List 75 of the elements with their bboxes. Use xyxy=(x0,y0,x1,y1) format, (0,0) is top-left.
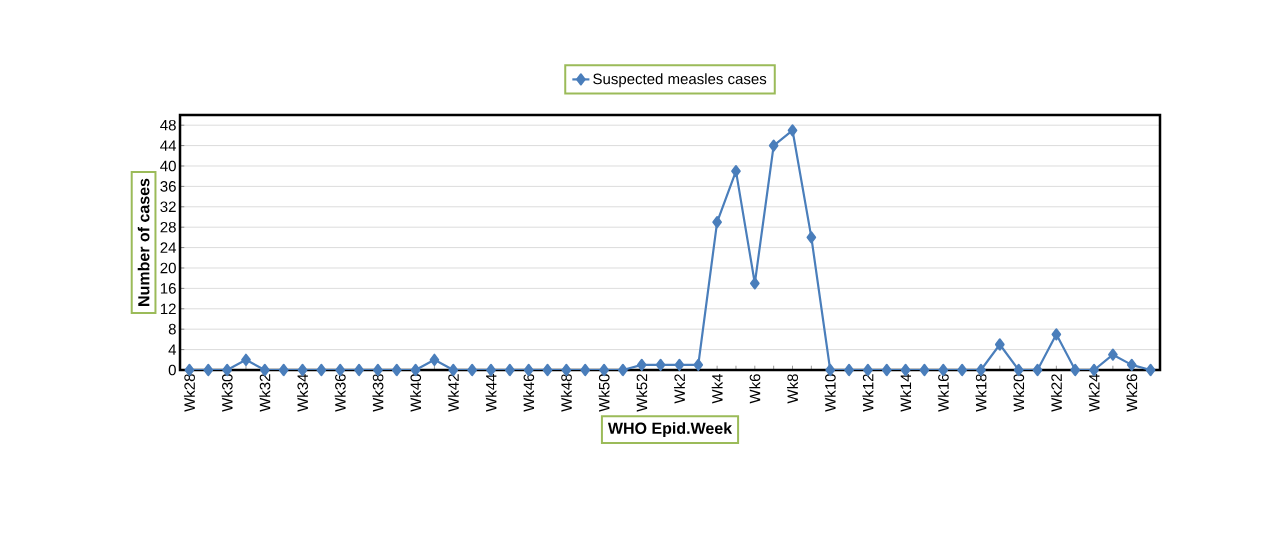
y-tick-label: 12 xyxy=(160,303,176,315)
x-tick-label: Wk28 xyxy=(183,374,195,412)
x-tick-label: Wk24 xyxy=(1088,373,1100,412)
x-tick-label: Wk18 xyxy=(975,374,987,412)
x-tick-label: Wk40 xyxy=(410,374,422,412)
point xyxy=(655,358,666,371)
point xyxy=(787,124,798,137)
y-tick-label: 32 xyxy=(160,201,176,213)
x-tick-label: Wk26 xyxy=(1126,374,1138,412)
point xyxy=(1051,328,1062,341)
legend-label: Suspected measles cases xyxy=(593,73,767,88)
x-tick-label: Wk10 xyxy=(824,374,836,412)
x-tick-label: Wk36 xyxy=(334,374,346,412)
x-tick-label: Wk4 xyxy=(711,373,723,404)
point xyxy=(674,358,685,371)
y-tick-label: 4 xyxy=(168,344,177,355)
point xyxy=(391,363,402,377)
point xyxy=(806,231,817,244)
y-tick-label: 44 xyxy=(160,140,177,151)
x-tick-label: Wk46 xyxy=(523,374,535,412)
point xyxy=(844,363,854,377)
point xyxy=(1070,363,1081,377)
x-tick-label: Wk44 xyxy=(485,373,497,412)
point xyxy=(580,363,591,377)
point xyxy=(354,363,364,377)
x-tick-label: Wk8 xyxy=(787,374,799,404)
x-tick-label: Wk48 xyxy=(560,374,572,412)
point xyxy=(241,353,251,366)
x-tick-label: Wk42 xyxy=(447,374,459,412)
y-tick-label: 28 xyxy=(160,221,176,233)
point xyxy=(636,358,647,371)
point xyxy=(203,363,214,377)
x-tick-label: Wk30 xyxy=(221,374,233,412)
point xyxy=(278,363,289,377)
x-tick-label: Wk12 xyxy=(862,374,874,412)
point xyxy=(316,363,327,377)
x-tick-label: Wk20 xyxy=(1013,374,1025,412)
point xyxy=(1108,348,1118,361)
point xyxy=(618,363,628,377)
y-tick-label: 20 xyxy=(160,262,176,274)
point xyxy=(957,363,967,377)
x-tick-label: Wk32 xyxy=(259,374,271,412)
point xyxy=(542,363,553,377)
y-tick-label: 40 xyxy=(160,160,176,172)
y-tick-label: 36 xyxy=(160,181,176,192)
x-tick-label: Wk16 xyxy=(937,374,949,412)
y-axis-title: Number of cases xyxy=(137,178,150,306)
x-tick-label: Wk50 xyxy=(598,374,610,412)
x-tick-label: Wk52 xyxy=(636,374,648,412)
x-tick-label: Wk38 xyxy=(372,374,384,412)
x-tick-label: Wk14 xyxy=(900,373,912,412)
y-tick-label: 8 xyxy=(168,323,176,335)
x-axis-title: WHO Epid.Week xyxy=(607,422,733,438)
point xyxy=(994,338,1005,351)
y-tick-label: 16 xyxy=(160,283,176,294)
x-tick-label: Wk2 xyxy=(674,374,685,404)
point xyxy=(1145,363,1156,377)
point xyxy=(712,215,722,229)
point xyxy=(693,358,704,371)
y-tick-label: 48 xyxy=(160,119,176,131)
point xyxy=(881,363,892,377)
y-tick-label: 24 xyxy=(160,242,177,253)
x-tick-label: Wk34 xyxy=(297,373,309,412)
point xyxy=(749,277,760,290)
point xyxy=(731,164,741,178)
point xyxy=(504,363,515,377)
point xyxy=(1126,358,1137,371)
point xyxy=(1032,363,1043,377)
x-tick-label: Wk22 xyxy=(1050,374,1062,412)
point xyxy=(467,363,477,377)
x-tick-label: Wk6 xyxy=(749,374,761,404)
point xyxy=(429,353,440,366)
point xyxy=(768,139,779,152)
y-tick-label: 0 xyxy=(168,364,176,376)
point xyxy=(919,363,930,377)
